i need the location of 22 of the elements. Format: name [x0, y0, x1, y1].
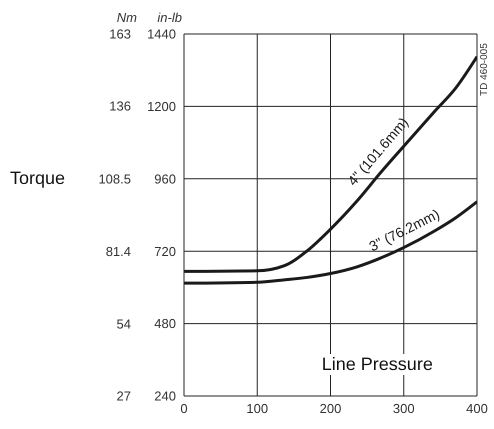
y2-tick-label: 108.5 [98, 172, 131, 187]
text: Torque [10, 168, 66, 189]
y-tick-label: 720 [154, 244, 176, 259]
x-axis-title: Line Pressure [318, 354, 436, 375]
y-tick-label: 1440 [147, 26, 176, 42]
y-tick-label: 1200 [147, 99, 176, 114]
y-tick-label: 960 [154, 171, 176, 186]
x-tick-label: 300 [392, 401, 415, 416]
y-tick-label: 240 [154, 388, 176, 404]
x-tick-label: 400 [466, 401, 488, 416]
x-tick-label: 0 [180, 401, 188, 416]
y2-tick-label: 163 [109, 26, 131, 42]
x-tick-label: 200 [320, 401, 342, 416]
y2-tick-label: 27 [116, 388, 131, 404]
y-tick-label: 480 [154, 316, 176, 332]
y2-tick-label: 136 [109, 98, 131, 114]
y2-axis-title: Nm [116, 10, 137, 25]
x-tick-label: 100 [246, 401, 268, 416]
y-axis-title: in-lb [156, 10, 182, 25]
y2-tick-label: 54 [116, 316, 131, 332]
text: TD 460-005 [479, 43, 490, 96]
y2-tick-label: 81.4 [106, 244, 131, 259]
